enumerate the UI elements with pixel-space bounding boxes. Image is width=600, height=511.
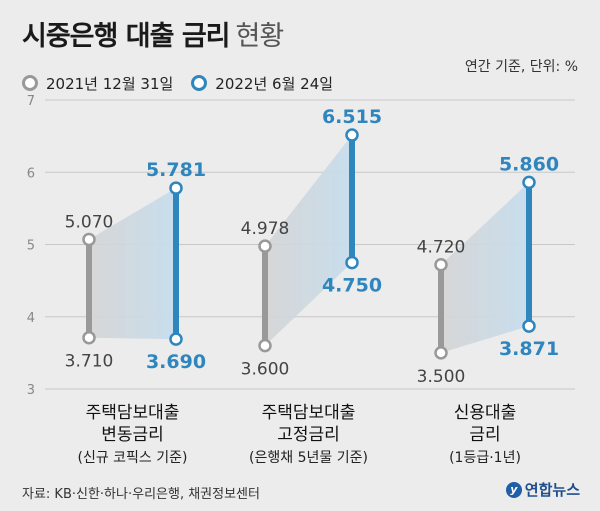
value-label-gray-high-2: 4.720 [417, 238, 466, 258]
yonhap-logo-icon: y [505, 481, 522, 498]
legend-item-2022: 2022년 6월 24일 [191, 73, 333, 94]
marker-blue-low-0 [169, 332, 183, 346]
value-label-blue-high-0: 5.781 [146, 159, 206, 181]
y-tick-label-5: 5 [27, 239, 35, 254]
marker-gray-high-0 [82, 232, 96, 247]
category-label-line2-2: 금리 [469, 425, 500, 445]
value-label-gray-high-0: 5.070 [65, 212, 114, 232]
category-note-1: (은행채 5년물 기준) [249, 450, 368, 466]
source-note: 자료: KB·신한·하나·우리은행, 채권정보센터 [22, 487, 260, 502]
marker-gray-high-2 [434, 257, 448, 272]
chart-title-suffix: 현황 [235, 21, 285, 52]
value-label-blue-low-2: 3.871 [499, 338, 559, 360]
range-shade-2 [441, 182, 529, 353]
brand: y 연합뉴스 [505, 479, 580, 500]
value-label-blue-low-1: 4.750 [322, 275, 382, 297]
category-label-line1-1: 주택담보대출 [262, 403, 356, 423]
y-tick-label-7: 7 [27, 94, 35, 109]
legend-label-2021: 2021년 12월 31일 [46, 74, 174, 93]
y-tick-label-6: 6 [27, 166, 35, 181]
category-label-line1-2: 신용대출 [454, 403, 517, 423]
category-note-0: (신규 코픽스 기준) [78, 450, 188, 466]
marker-blue-high-1 [345, 128, 359, 142]
marker-blue-low-2 [522, 319, 536, 333]
marker-blue-low-1 [345, 255, 359, 270]
legend: 2021년 12월 31일 2022년 6월 24일 [22, 71, 351, 95]
chart-title: 시중은행 대출 금리 현황 [22, 14, 285, 53]
legend-marker-blue-icon [191, 75, 208, 91]
legend-item-2021: 2021년 12월 31일 [22, 73, 173, 94]
marker-gray-low-1 [258, 338, 272, 353]
legend-label-2022: 2022년 6월 24일 [215, 74, 334, 93]
category-label-line2-0: 변동금리 [101, 425, 164, 445]
y-tick-label-3: 3 [27, 383, 35, 398]
category-label-line2-1: 고정금리 [277, 425, 340, 445]
marker-gray-high-1 [258, 239, 272, 253]
value-label-blue-low-0: 3.690 [146, 351, 206, 373]
chart-title-main: 시중은행 대출 금리 [22, 21, 231, 52]
y-tick-label-4: 4 [27, 311, 35, 326]
range-shade-0 [89, 188, 176, 340]
value-label-blue-high-2: 5.860 [499, 153, 559, 175]
category-label-line1-0: 주택담보대출 [86, 403, 180, 423]
value-label-gray-low-0: 3.710 [65, 352, 114, 372]
legend-marker-gray-icon [22, 75, 38, 91]
value-label-gray-high-1: 4.978 [241, 219, 290, 239]
unit-note: 연간 기준, 단위: % [464, 59, 578, 75]
value-label-blue-high-1: 6.515 [322, 106, 382, 128]
marker-gray-low-2 [434, 346, 448, 360]
brand-name: 연합뉴스 [524, 481, 580, 499]
marker-blue-high-0 [169, 181, 183, 195]
marker-blue-high-2 [522, 175, 536, 190]
value-label-gray-low-1: 3.600 [241, 360, 290, 380]
category-note-2: (1등급·1년) [449, 450, 521, 466]
value-label-gray-low-2: 3.500 [417, 367, 466, 387]
range-shade-1 [265, 135, 352, 346]
marker-gray-low-0 [82, 330, 96, 345]
